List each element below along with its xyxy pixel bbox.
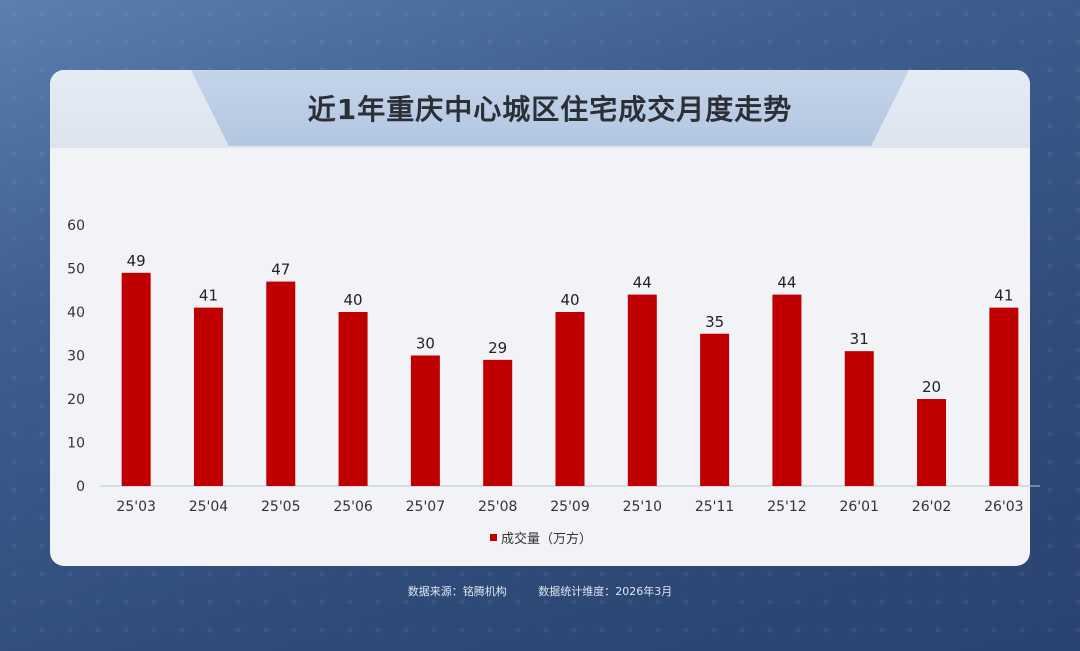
- data-label: 44: [633, 274, 652, 292]
- bar: [555, 312, 585, 486]
- bar: [266, 281, 296, 486]
- data-label: 31: [850, 330, 869, 348]
- x-tick-label: 25'11: [695, 499, 734, 515]
- bar: [917, 399, 947, 486]
- data-label: 44: [777, 274, 796, 292]
- x-tick-label: 25'03: [116, 499, 155, 515]
- legend-swatch: [490, 534, 497, 541]
- bar: [193, 307, 223, 486]
- source-text: 数据来源：铭腾机构: [407, 585, 507, 598]
- data-label: 35: [705, 313, 724, 331]
- x-tick-label: 25'06: [333, 499, 373, 515]
- y-tick-label: 50: [67, 262, 85, 278]
- y-tick-label: 40: [67, 305, 85, 321]
- y-tick-label: 10: [67, 436, 85, 452]
- data-label: 29: [488, 339, 507, 357]
- bar: [772, 294, 802, 486]
- chart-legend: 成交量（万方）: [490, 528, 592, 547]
- data-label: 41: [199, 287, 218, 305]
- bar: [844, 351, 874, 486]
- bar: [989, 307, 1019, 486]
- data-label: 40: [560, 291, 579, 309]
- x-tick-label: 25'07: [406, 499, 445, 515]
- x-tick-label: 26'01: [839, 499, 878, 515]
- data-label: 30: [416, 335, 435, 353]
- data-label: 47: [271, 261, 290, 279]
- bar: [483, 359, 513, 486]
- chart-title: 近1年重庆中心城区住宅成交月度走势: [307, 93, 793, 126]
- x-tick-label: 25'04: [189, 499, 229, 515]
- data-label: 41: [994, 287, 1013, 305]
- x-tick-label: 25'08: [478, 499, 517, 515]
- x-tick-label: 25'10: [623, 499, 662, 515]
- y-tick-label: 60: [67, 218, 85, 234]
- title-banner: 近1年重庆中心城区住宅成交月度走势: [185, 70, 915, 146]
- x-tick-label: 26'02: [912, 499, 951, 515]
- x-tick-label: 25'12: [767, 499, 806, 515]
- bar: [700, 333, 730, 486]
- x-tick-label: 25'05: [261, 499, 300, 515]
- bar: [410, 355, 440, 486]
- x-tick-label: 26'03: [984, 499, 1023, 515]
- legend-label: 成交量（万方）: [501, 532, 593, 547]
- bar: [338, 312, 368, 486]
- data-label: 40: [344, 291, 363, 309]
- x-tick-label: 25'09: [550, 499, 589, 515]
- footer-source: 数据来源：铭腾机构 数据统计维度：2026年3月: [0, 583, 1080, 599]
- y-tick-label: 30: [67, 349, 85, 365]
- dimension-text: 数据统计维度：2026年3月: [538, 585, 673, 598]
- y-tick-label: 20: [67, 392, 85, 408]
- chart-card: 近1年重庆中心城区住宅成交月度走势: [50, 70, 1030, 566]
- y-tick-label: 0: [76, 479, 85, 495]
- bar: [627, 294, 657, 486]
- bar: [121, 272, 151, 486]
- data-label: 20: [922, 378, 941, 396]
- data-label: 49: [127, 252, 146, 270]
